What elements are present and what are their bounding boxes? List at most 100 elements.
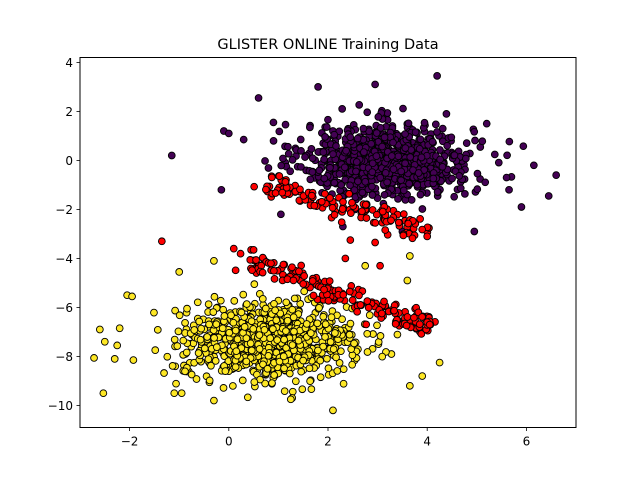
data-point — [378, 207, 387, 216]
data-point — [320, 285, 328, 294]
data-point — [302, 320, 311, 328]
data-point — [438, 162, 447, 171]
data-point — [338, 205, 347, 213]
data-point — [288, 341, 297, 349]
data-point — [210, 334, 218, 342]
data-point — [418, 372, 427, 380]
data-point — [355, 100, 364, 109]
data-point — [190, 326, 199, 334]
data-point — [372, 129, 381, 137]
data-point — [350, 186, 359, 194]
data-point — [247, 317, 256, 326]
data-point — [413, 180, 422, 189]
data-point — [258, 268, 267, 277]
data-point — [333, 367, 342, 375]
data-point — [314, 346, 322, 355]
data-point — [270, 299, 278, 308]
data-point — [418, 205, 427, 213]
data-point — [376, 261, 384, 270]
data-point — [306, 377, 314, 385]
data-point — [490, 150, 499, 159]
data-point — [481, 178, 490, 187]
data-point — [250, 182, 259, 191]
data-point — [240, 323, 249, 331]
data-point — [289, 276, 298, 285]
data-point — [323, 354, 331, 363]
data-point — [362, 320, 371, 329]
data-point — [505, 185, 513, 194]
data-point — [389, 165, 398, 174]
data-point — [473, 185, 482, 194]
data-point — [163, 352, 172, 361]
data-point — [307, 329, 315, 337]
data-point — [172, 379, 180, 388]
y-tick-label: 0 — [65, 154, 73, 168]
data-point — [207, 361, 215, 370]
data-point — [211, 357, 220, 365]
data-point — [338, 105, 347, 113]
data-point — [503, 151, 511, 160]
data-point — [339, 198, 347, 206]
data-point — [160, 369, 168, 377]
data-point — [174, 327, 183, 336]
data-point — [314, 83, 322, 91]
data-point — [423, 232, 432, 241]
data-point — [448, 174, 456, 183]
data-point — [307, 385, 316, 394]
data-point — [505, 137, 514, 146]
data-point — [337, 347, 345, 356]
data-point — [306, 123, 314, 132]
data-point — [280, 387, 289, 396]
data-point — [387, 152, 396, 160]
data-point — [288, 156, 297, 164]
data-point — [552, 171, 561, 179]
data-point — [352, 158, 361, 166]
data-point — [461, 190, 469, 198]
data-point — [297, 367, 306, 376]
data-point — [408, 234, 417, 243]
data-point — [529, 161, 538, 170]
data-point — [404, 219, 413, 228]
data-point — [372, 210, 381, 219]
data-point — [237, 308, 246, 317]
data-point — [348, 360, 357, 369]
data-point — [363, 108, 372, 117]
data-point — [416, 215, 424, 223]
data-point — [355, 291, 363, 300]
data-point — [389, 138, 397, 147]
data-point — [321, 189, 329, 198]
data-point — [277, 161, 286, 170]
data-point — [348, 198, 356, 207]
data-point — [380, 297, 388, 306]
data-point — [231, 326, 240, 335]
data-point — [403, 313, 412, 321]
data-point — [273, 336, 282, 344]
data-point — [341, 254, 350, 263]
data-point — [443, 141, 452, 150]
data-point — [269, 325, 277, 333]
data-point — [219, 305, 228, 314]
data-point — [252, 256, 260, 264]
data-point — [346, 319, 355, 328]
data-point — [280, 335, 288, 344]
data-point — [279, 154, 287, 163]
data-point — [316, 356, 325, 365]
data-point — [297, 147, 305, 155]
data-point — [399, 186, 408, 195]
data-point — [438, 137, 447, 146]
data-point — [450, 192, 459, 201]
data-point — [197, 324, 206, 333]
data-point — [192, 375, 201, 383]
data-point — [371, 238, 379, 247]
data-point — [182, 348, 191, 357]
data-point — [310, 201, 319, 210]
data-point — [416, 190, 425, 199]
data-point — [261, 304, 270, 313]
data-point — [275, 357, 284, 366]
data-point — [406, 153, 415, 161]
data-point — [210, 292, 219, 301]
data-point — [181, 319, 189, 327]
data-point — [261, 157, 269, 165]
data-point — [332, 142, 340, 150]
data-point — [433, 188, 442, 196]
